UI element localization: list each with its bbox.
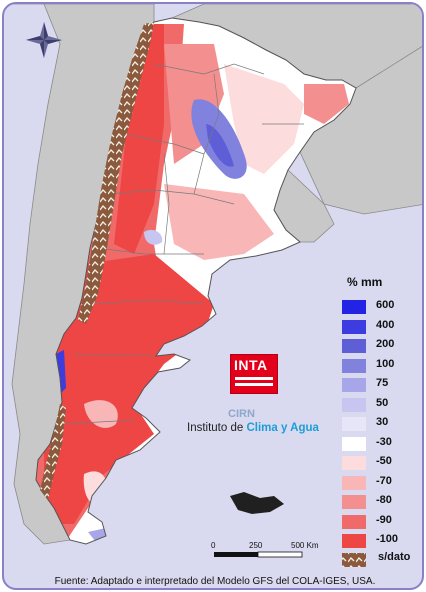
legend-swatch <box>342 534 366 548</box>
legend-item: -90 <box>340 512 420 532</box>
legend-item: -30 <box>340 434 420 454</box>
legend-item: -80 <box>340 492 420 512</box>
legend-swatch <box>342 339 366 353</box>
legend-item: 75 <box>340 375 420 395</box>
patagonia-no-data <box>40 404 66 500</box>
legend-swatch <box>342 358 366 373</box>
scale-label-250: 250 <box>249 541 263 550</box>
legend-swatch <box>342 300 366 314</box>
legend-item: 400 <box>340 317 420 337</box>
legend-title: % mm <box>347 275 383 289</box>
no-data-swatch <box>342 553 366 567</box>
legend-item: -100 <box>340 531 420 551</box>
source-footer: Fuente: Adaptado e interpretado del Mode… <box>54 576 376 587</box>
legend-item: -70 <box>340 473 420 493</box>
legend-label: 100 <box>376 357 395 370</box>
legend-label: -30 <box>376 435 392 448</box>
legend-label: 50 <box>376 396 389 409</box>
legend-swatch <box>342 475 366 490</box>
no-data-label: s/dato <box>378 551 411 563</box>
precipitation-anomaly-map <box>4 4 422 567</box>
legend-swatch <box>342 378 366 392</box>
legend-label: -100 <box>376 533 399 545</box>
province-borders <box>63 63 304 425</box>
inta-logo-text: INTA <box>234 357 268 373</box>
legend-label: 75 <box>376 377 389 389</box>
legend-swatch <box>342 456 366 470</box>
inta-logo: INTA <box>230 354 278 394</box>
cirn-label: CIRN <box>228 408 255 420</box>
legend-item: -50 <box>340 453 420 473</box>
legend-label: -80 <box>376 494 392 506</box>
legend-item: 200 <box>340 336 420 356</box>
legend-label: 400 <box>376 318 395 331</box>
falkland-islands <box>230 492 284 514</box>
compass-rose-icon <box>26 22 62 58</box>
legend-swatch <box>342 417 366 431</box>
legend-item: 30 <box>340 414 420 434</box>
legend-swatch <box>342 495 366 509</box>
legend-label: 200 <box>376 338 395 350</box>
legend-label: -70 <box>376 474 392 487</box>
legend-swatch <box>342 436 366 451</box>
legend-label: 30 <box>376 416 389 428</box>
legend-label: -50 <box>376 455 392 467</box>
legend-label: -90 <box>376 513 392 526</box>
andes-no-data <box>78 22 154 324</box>
legend-label: 600 <box>376 299 395 311</box>
legend-item: 100 <box>340 356 420 376</box>
scale-label-0: 0 <box>211 541 216 550</box>
legend-swatch <box>342 514 366 529</box>
scale-label-500: 500 Km <box>291 541 319 550</box>
scale-bar <box>214 551 303 558</box>
legend-item: 600 <box>340 297 420 317</box>
legend-swatch <box>342 319 366 334</box>
institute-name: Instituto de Clima y Agua <box>187 422 319 434</box>
legend-item: 50 <box>340 395 420 415</box>
legend-swatch <box>342 397 366 412</box>
